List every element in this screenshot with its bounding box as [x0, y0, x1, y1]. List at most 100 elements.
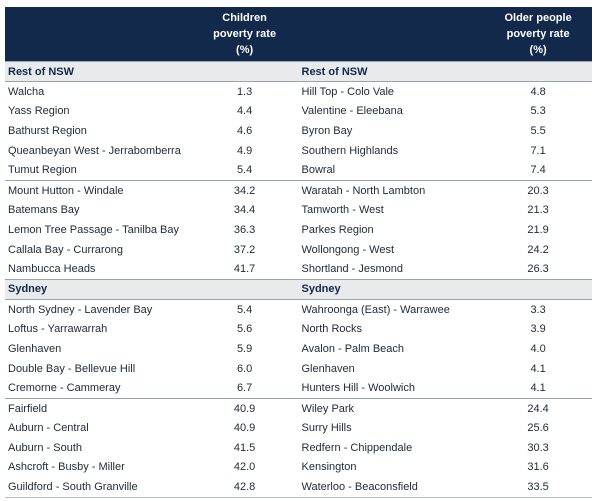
older-rate: 33.5 [527, 481, 549, 494]
region-children: North Sydney - Lavender Bay [8, 303, 153, 316]
region-older: Southern Highlands [301, 144, 399, 157]
table-row: Batemans Bay 34.4 Tamworth - West 21.3 [5, 201, 592, 221]
region-older: Waratah - North Lambton [301, 184, 426, 197]
table-row: Auburn - Central 40.9 Surry Hills 25.6 [5, 419, 592, 439]
region-older: Bowral [301, 164, 336, 177]
region-children: Fairfield [8, 402, 48, 415]
region-older: Redfern - Chippendale [301, 441, 413, 454]
children-rate: 6.7 [236, 382, 253, 395]
older-rate: 21.9 [527, 223, 549, 236]
region-children: Walcha [8, 85, 45, 98]
region-children: Cremorne - Cammeray [8, 382, 121, 395]
region-children: Bathurst Region [8, 124, 87, 137]
older-rate: 4.0 [530, 342, 546, 355]
older-rate: 30.3 [527, 441, 549, 454]
region-older: Avalon - Palm Beach [301, 342, 405, 355]
section-spacer [191, 62, 299, 81]
children-rate: 6.0 [236, 362, 253, 375]
children-rate: 40.9 [233, 422, 256, 435]
older-rate: 4.1 [530, 362, 546, 375]
table-row: Callala Bay - Currarong 37.2 Wollongong - … [5, 240, 592, 260]
header-line: Older people [504, 12, 572, 24]
section-spacer [191, 280, 299, 299]
table-row: Bathurst Region 4.6 Byron Bay 5.5 [5, 121, 592, 141]
older-rate: 24.4 [527, 402, 549, 415]
region-older: Kensington [301, 461, 357, 474]
region-older: Tamworth - West [301, 204, 384, 217]
table-row: Nambucca Heads 41.7 Shortland - Jesmond 26.… [5, 259, 592, 279]
older-rate: 7.1 [530, 144, 546, 157]
children-rate: 34.4 [233, 204, 256, 217]
region-children: Batemans Bay [8, 204, 80, 217]
region-older: Glenhaven [301, 362, 355, 375]
older-rate: 7.4 [530, 164, 546, 177]
table-row: Cremorne - Cammeray 6.7 Hunters Hill - Woo… [5, 378, 592, 398]
region-children: Loftus - Yarrawarrah [8, 323, 108, 336]
older-rate: 3.9 [530, 323, 546, 336]
table-row: North Sydney - Lavender Bay 5.4 Wahroonga … [5, 300, 592, 320]
children-rate: 5.4 [236, 164, 253, 177]
older-rate: 4.1 [530, 382, 546, 395]
region-children: Double Bay - Bellevue Hill [8, 362, 136, 375]
table-body: Rest of NSW Rest of NSW Walcha 1.3 Hill Top … [5, 61, 592, 497]
table-row: Yass Region 4.4 Valentine - Eleebana 5.3 [5, 102, 592, 122]
children-rate: 4.6 [236, 124, 253, 137]
table-row: Mount Hutton - Windale 34.2 Waratah - Nort… [5, 179, 592, 201]
section-spacer [484, 62, 592, 81]
older-rate: 24.2 [527, 243, 549, 256]
children-rate: 41.5 [233, 441, 256, 454]
section-spacer [484, 280, 592, 299]
table-row: Queanbeyan West - Jerrabomberra 4.9 Southe… [5, 141, 592, 161]
region-older: North Rocks [301, 323, 363, 336]
region-children: Mount Hutton - Windale [8, 184, 124, 197]
section-title-left: Sydney [8, 283, 48, 296]
region-children: Yass Region [8, 105, 70, 118]
table-row: Guildford - South Granville 42.8 Waterloo … [5, 477, 592, 497]
region-older: Valentine - Eleebana [301, 105, 403, 118]
children-rate: 5.4 [236, 303, 253, 316]
section-header: Rest of NSW Rest of NSW [5, 61, 592, 82]
older-rate: 5.5 [530, 124, 546, 137]
table-row: Walcha 1.3 Hill Top - Colo Vale 4.8 [5, 82, 592, 102]
region-older: Hunters Hill - Woolwich [301, 382, 416, 395]
header-line: (%) [529, 44, 547, 56]
header-line: Children [222, 12, 267, 24]
section-header: Sydney Sydney [5, 278, 592, 300]
table-row: Ashcroft - Busby - Miller 42.0 Kensington 3… [5, 458, 592, 478]
region-children: Auburn - Central [8, 422, 89, 435]
region-children: Guildford - South Granville [8, 481, 138, 494]
region-children: Auburn - South [8, 441, 82, 454]
table-row: Auburn - South 41.5 Redfern - Chippendale 3… [5, 438, 592, 458]
region-older: Waterloo - Beaconsfield [301, 481, 418, 494]
children-rate: 5.9 [236, 342, 253, 355]
older-rate: 21.3 [527, 204, 549, 217]
region-older: Shortland - Jesmond [301, 263, 404, 276]
table-header: Children poverty rate (%) Older people p… [5, 7, 592, 61]
region-children: Nambucca Heads [8, 263, 96, 276]
older-rate: 4.8 [530, 85, 546, 98]
children-rate: 34.2 [233, 184, 256, 197]
table-row: Tumut Region 5.4 Bowral 7.4 [5, 160, 592, 180]
header-blank-left [5, 7, 191, 61]
header-older-poverty-rate: Older people poverty rate (%) [484, 7, 592, 61]
header-blank-right [299, 7, 485, 61]
older-rate: 26.3 [527, 263, 549, 276]
region-children: Glenhaven [8, 342, 62, 355]
older-rate: 20.3 [527, 184, 549, 197]
older-rate: 31.6 [527, 461, 549, 474]
region-older: Wahroonga (East) - Warrawee [301, 303, 450, 316]
children-rate: 4.9 [236, 144, 253, 157]
header-children-poverty-rate: Children poverty rate (%) [191, 7, 299, 61]
poverty-rate-table: Children poverty rate (%) Older people p… [5, 7, 592, 498]
table-row: Double Bay - Bellevue Hill 6.0 Glenhaven 4.… [5, 359, 592, 379]
older-rate: 25.6 [527, 422, 549, 435]
children-rate: 41.7 [233, 263, 256, 276]
header-line: (%) [236, 44, 254, 56]
children-rate: 42.0 [233, 461, 256, 474]
table-row: Lemon Tree Passage - Tanilba Bay 36.3 Park… [5, 220, 592, 240]
section-title-right: Rest of NSW [301, 65, 368, 78]
region-children: Ashcroft - Busby - Miller [8, 461, 125, 474]
header-line: poverty rate [506, 28, 570, 40]
older-rate: 3.3 [530, 303, 546, 316]
region-children: Lemon Tree Passage - Tanilba Bay [8, 223, 180, 236]
